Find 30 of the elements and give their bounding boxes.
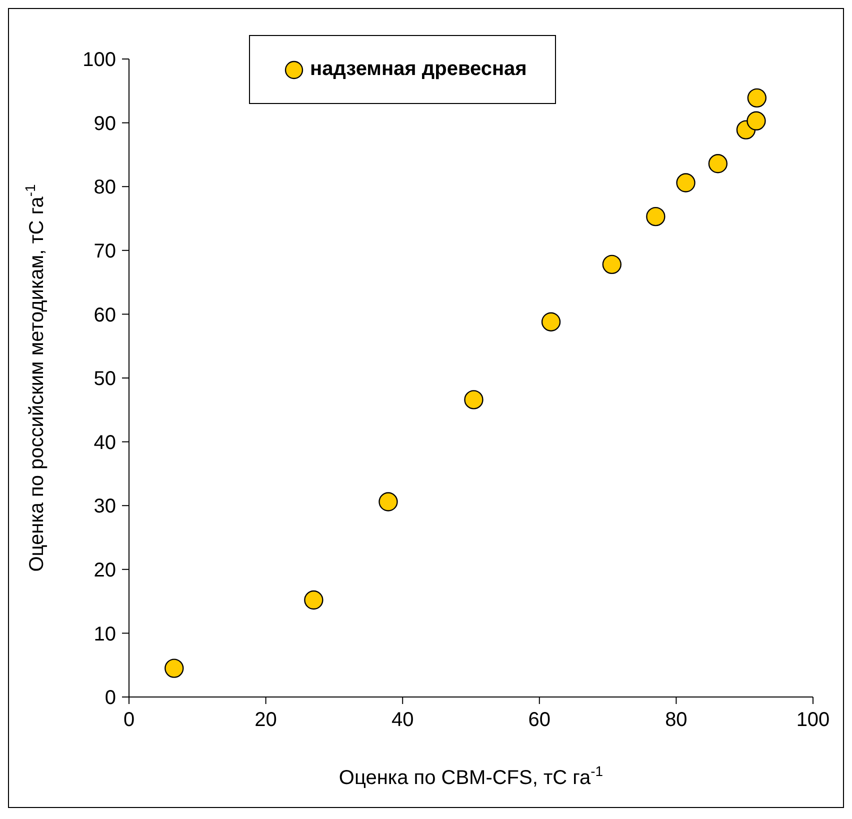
- x-tick-label: 0: [123, 709, 135, 732]
- y-tick-label: 40: [94, 432, 116, 454]
- y-tick-label: 50: [94, 368, 116, 390]
- legend-label: надземная древесная: [310, 58, 527, 81]
- point: [304, 590, 324, 610]
- point: [464, 390, 484, 410]
- point: [164, 658, 184, 678]
- y-tick-label: 0: [104, 687, 116, 710]
- point: [541, 312, 561, 332]
- y-tick-label: 100: [82, 49, 116, 72]
- x-tick-label: 40: [391, 709, 414, 732]
- y-tick-label: 10: [94, 623, 116, 646]
- y-tick-label: 90: [94, 112, 116, 135]
- y-tick-label: 70: [94, 240, 116, 262]
- point: [708, 154, 728, 174]
- x-tick-label: 60: [528, 709, 551, 732]
- y-tick-label: 20: [94, 560, 116, 582]
- x-axis-title: Оценка по CBM-CFS, тС га$^{-1}$: [338, 763, 604, 789]
- x-tick-label: 100: [796, 709, 830, 732]
- y-tick-label: 60: [94, 304, 116, 326]
- point: [378, 492, 398, 512]
- point: [747, 88, 767, 108]
- point: [676, 173, 696, 192]
- x-tick-label: 80: [665, 709, 688, 732]
- point: [602, 254, 622, 274]
- point: [746, 111, 766, 130]
- y-tick-label: 80: [94, 176, 116, 199]
- y-tick-label: 30: [94, 496, 116, 518]
- x-tick-label: 20: [254, 709, 277, 732]
- point: [646, 206, 666, 226]
